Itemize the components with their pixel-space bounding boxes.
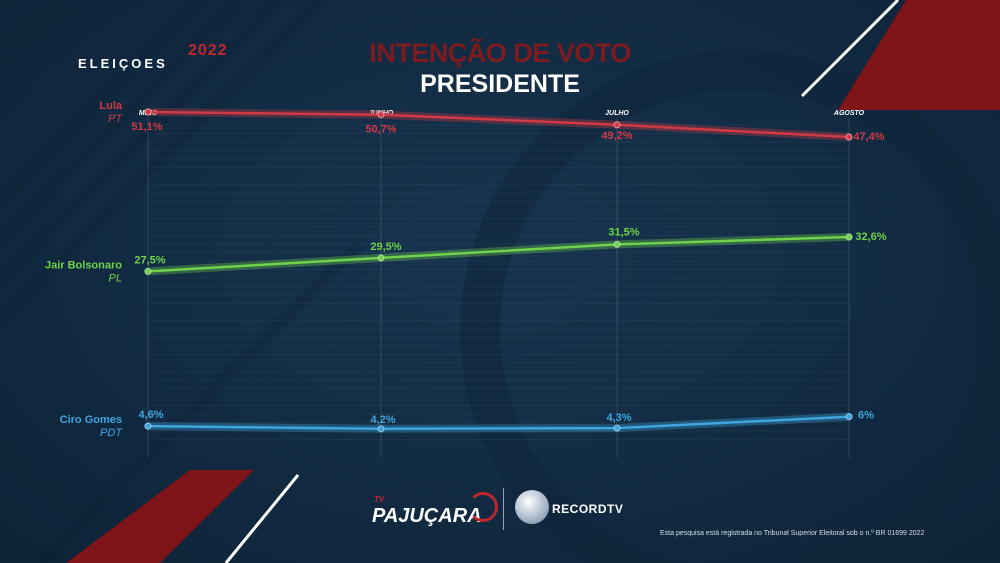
series-line (146, 415, 851, 431)
tse-disclaimer: Esta pesquisa está registrada no Tribuna… (660, 530, 925, 537)
data-point (144, 422, 152, 430)
data-point (845, 233, 853, 241)
data-point (845, 413, 853, 421)
data-label: 51,1% (131, 121, 162, 133)
data-label: 49,2% (601, 130, 632, 142)
data-label: 47,4% (853, 131, 884, 143)
data-point (144, 108, 152, 116)
data-point (613, 121, 621, 129)
series-line (146, 110, 851, 139)
data-point (613, 240, 621, 248)
series-party: PL (109, 272, 122, 284)
data-point (377, 254, 385, 262)
brand-year: 2022 (188, 42, 228, 59)
recordtv-disc-icon (515, 490, 549, 524)
chart-subtitle: PRESIDENTE (420, 70, 580, 98)
tv-pajucara-tv-text: TV (374, 495, 385, 504)
recordtv-logo: RECORDTV (552, 502, 624, 516)
series-name: Ciro Gomes (60, 414, 122, 426)
brand-logo: ELEIÇOES (78, 56, 168, 71)
data-point (845, 133, 853, 141)
data-point (613, 424, 621, 432)
data-label: 50,7% (365, 124, 396, 136)
data-point (377, 111, 385, 119)
data-label: 4,2% (370, 414, 395, 426)
data-label: 31,5% (608, 226, 639, 238)
series-line (146, 235, 851, 273)
tv-pajucara-logo: PAJUÇARA (372, 505, 482, 527)
series-party: PT (108, 113, 123, 125)
data-point (144, 267, 152, 275)
data-point (377, 425, 385, 433)
series-name: Lula (99, 100, 122, 112)
data-label: 4,6% (138, 409, 163, 421)
logo-divider (503, 488, 504, 530)
data-label: 6% (858, 410, 874, 422)
pajucara-mark-icon (468, 492, 498, 522)
data-label: 27,5% (134, 254, 165, 266)
data-label: 32,6% (855, 231, 886, 243)
month-label: JULHO (605, 110, 629, 117)
data-label: 29,5% (370, 241, 401, 253)
data-label: 4,3% (606, 412, 631, 424)
series-party: PDT (100, 427, 123, 439)
chart-title: INTENÇÃO DE VOTO (369, 38, 631, 68)
month-label: AGOSTO (833, 110, 865, 117)
series-name: Jair Bolsonaro (45, 259, 122, 271)
